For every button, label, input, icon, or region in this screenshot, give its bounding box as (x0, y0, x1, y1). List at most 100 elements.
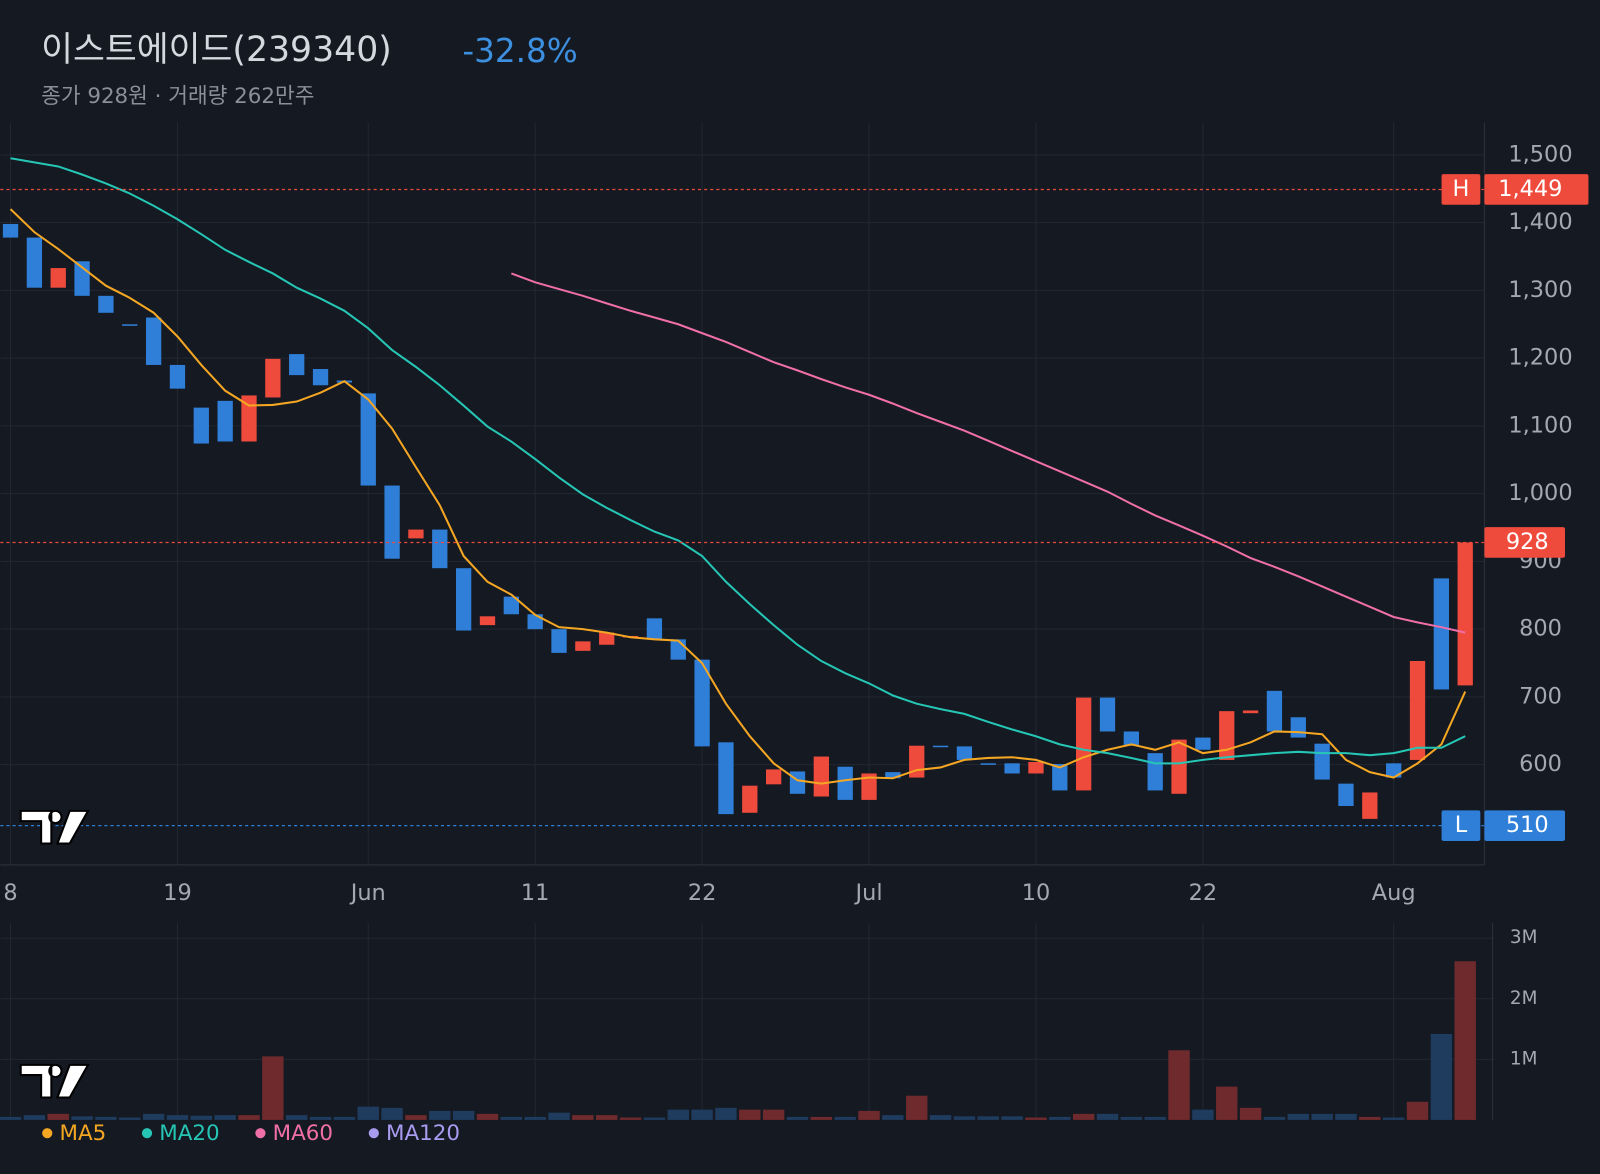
volume-bar (1072, 1113, 1095, 1120)
candle-body (1195, 737, 1211, 750)
x-tick-label: Jun (349, 880, 386, 906)
volume-bar (1311, 1113, 1333, 1120)
candle-body (50, 268, 66, 288)
tag-text: L (1455, 812, 1468, 838)
candle-body (932, 745, 949, 748)
candle-body (1457, 542, 1473, 686)
candle-body (765, 769, 782, 785)
volume-bar (858, 1110, 880, 1120)
x-tick-label: 8 (3, 880, 17, 906)
legend-label: MA20 (159, 1121, 219, 1146)
volume-bar (667, 1109, 689, 1120)
candle-body (503, 596, 519, 615)
candle-body (122, 324, 138, 326)
candle-body (575, 641, 591, 651)
volume-bar (739, 1109, 761, 1120)
candle-body (718, 742, 734, 815)
legend-dot (368, 1128, 379, 1139)
volume-bar (214, 1115, 236, 1120)
candle-body (98, 295, 114, 313)
volume-bar (452, 1110, 475, 1120)
volume-bar (1430, 1033, 1453, 1120)
volume-bar (691, 1109, 713, 1120)
candle-body (479, 616, 496, 626)
volume-bar (71, 1116, 93, 1120)
volume-bar (715, 1107, 737, 1120)
candle-body (169, 364, 186, 389)
volume-bar (882, 1115, 904, 1120)
candle-body (1219, 711, 1235, 760)
candle-body (1028, 761, 1044, 774)
volume-bar (762, 1109, 785, 1120)
price-badge (1484, 527, 1565, 558)
candle-body (789, 771, 806, 794)
volume-bar (810, 1116, 833, 1120)
y-tick-label: 1,300 (1508, 277, 1572, 303)
y-tick-label: 1,100 (1508, 412, 1572, 438)
candle-body (980, 763, 996, 765)
candle-body (742, 785, 758, 813)
candle-body (599, 632, 615, 645)
candle-body (2, 224, 19, 238)
candle-body (289, 354, 305, 376)
volume-bar (1216, 1086, 1238, 1120)
candle-body (455, 568, 472, 631)
logo (19, 809, 90, 1099)
candle-body (241, 395, 257, 442)
volume-bar (95, 1116, 117, 1120)
ma-line (10, 157, 1466, 765)
x-tick-label: 11 (521, 880, 550, 906)
candle-body (551, 629, 567, 653)
axis: 6007008009001,0001,1001,2001,3001,4001,5… (0, 122, 1589, 1146)
legend-label: MA5 (59, 1121, 106, 1146)
tag-text: H (1453, 176, 1470, 202)
candle-body (861, 773, 877, 800)
candle-body (384, 485, 400, 559)
legend-dot (42, 1128, 53, 1139)
candle-body (408, 529, 424, 539)
volume-bar (500, 1116, 523, 1120)
volume-bar (619, 1117, 642, 1120)
x-tick-label: Jul (854, 880, 883, 906)
candle-body (1099, 697, 1116, 732)
volume-bar (333, 1116, 356, 1120)
volume-bar (190, 1115, 213, 1120)
volume-bar (786, 1116, 809, 1120)
x-tick-label: 19 (163, 880, 192, 906)
legend-dot (141, 1128, 153, 1139)
x-tick-label: 22 (688, 880, 717, 906)
volume-bar (381, 1107, 403, 1120)
volume-bar (47, 1113, 69, 1120)
volume-bar (1287, 1113, 1309, 1120)
volume-bar (285, 1115, 308, 1120)
volume-bar (262, 1056, 284, 1120)
volume-bar (1001, 1116, 1023, 1120)
candle-body (813, 756, 829, 797)
volume-bar (1239, 1107, 1262, 1120)
volume-bar (166, 1115, 189, 1120)
candle-body (837, 766, 853, 800)
title: 이스트에이드(239340) (41, 30, 392, 70)
volume-bar (1144, 1116, 1166, 1120)
candle-body (1314, 743, 1330, 780)
y-tick-label: 600 (1519, 751, 1562, 777)
candle-body (1266, 690, 1283, 732)
volume-bar (357, 1106, 379, 1120)
volume-bar (1454, 961, 1476, 1120)
candle-body (885, 772, 901, 779)
volume-bar (405, 1115, 427, 1120)
candle-body (694, 659, 710, 747)
volume-bar (953, 1116, 976, 1120)
candle-body (145, 317, 162, 365)
candle-body (193, 407, 209, 444)
volume-bar (142, 1113, 165, 1120)
candle-body (1386, 763, 1402, 778)
volume-bar (596, 1115, 618, 1120)
y-tick-label: 1,500 (1508, 141, 1572, 167)
candle-body (670, 639, 686, 660)
tv-logo (19, 1063, 90, 1099)
candle-body (265, 358, 281, 398)
volume-bar (238, 1115, 260, 1120)
